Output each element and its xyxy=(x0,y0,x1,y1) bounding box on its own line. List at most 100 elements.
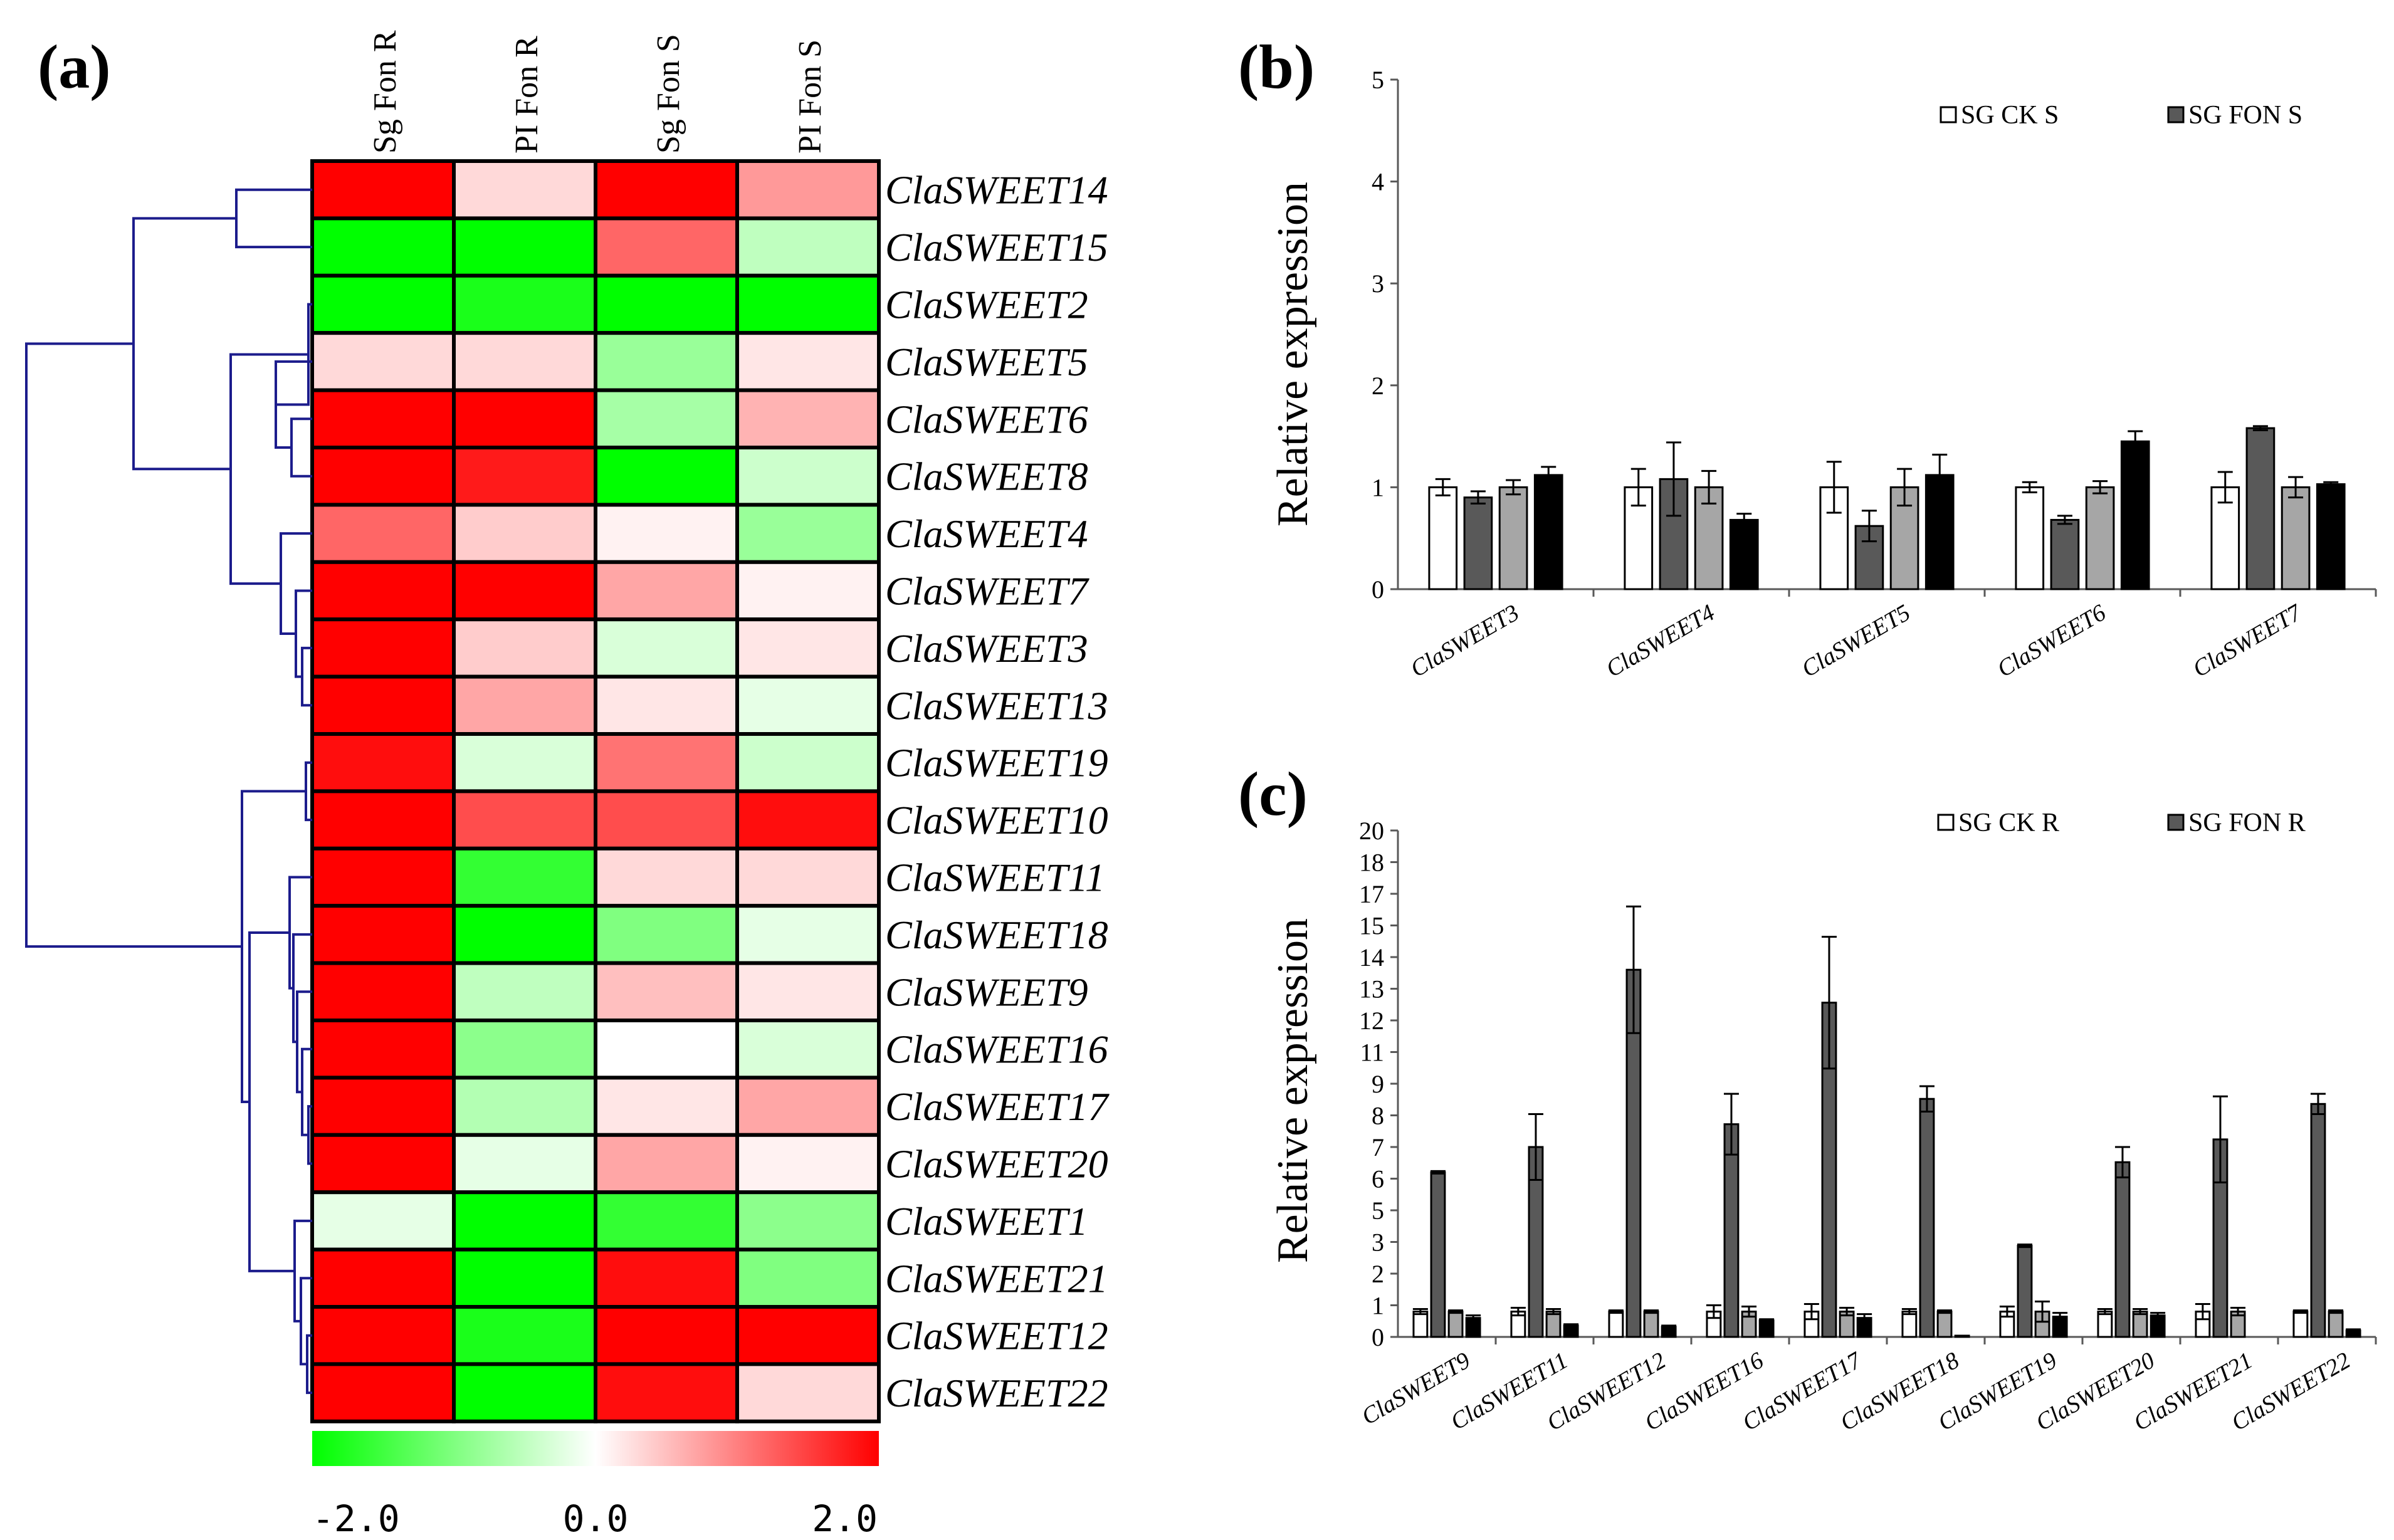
error-bar xyxy=(1644,1309,1659,1314)
heatmap-row-label: ClaSWEET5 xyxy=(885,340,1088,384)
heatmap-cell xyxy=(452,846,597,908)
error-bar xyxy=(1741,1306,1757,1318)
heatmap-cell xyxy=(735,789,881,851)
heatmap-cell xyxy=(310,273,456,335)
error-bar xyxy=(2097,1308,2113,1316)
heatmap-cell xyxy=(735,1190,881,1252)
error-bar xyxy=(1625,905,1641,1034)
bar xyxy=(2050,518,2080,590)
error-bar xyxy=(2323,481,2339,488)
bar xyxy=(2120,440,2150,590)
heatmap-cell xyxy=(452,1076,597,1137)
bar xyxy=(1545,1311,1562,1338)
error-bar xyxy=(2022,481,2037,494)
error-bar xyxy=(1448,1309,1464,1314)
heatmap-cell xyxy=(735,961,881,1022)
heatmap-cell xyxy=(735,446,881,507)
bar xyxy=(1498,486,1528,590)
heatmap-row-label: ClaSWEET11 xyxy=(885,856,1105,900)
heatmap-cell xyxy=(735,674,881,736)
heatmap-cell xyxy=(452,1305,597,1366)
bar xyxy=(1729,518,1759,590)
error-bar xyxy=(1932,453,1948,496)
legend-swatch xyxy=(2167,814,2185,831)
bar xyxy=(2132,1311,2148,1338)
legend-swatch xyxy=(1937,814,1955,831)
error-bar xyxy=(1430,1170,1446,1175)
heatmap-cell xyxy=(594,846,739,908)
y-tick-label: 3 xyxy=(1372,1228,1384,1257)
colorbar-gradient-bar xyxy=(312,1431,879,1466)
bar xyxy=(2097,1311,2113,1338)
error-bar xyxy=(2150,1312,2166,1319)
heatmap-cell xyxy=(735,159,881,221)
error-bar xyxy=(1861,510,1877,543)
heatmap-cell xyxy=(735,904,881,965)
error-bar xyxy=(2114,1146,2130,1178)
heatmap-row-label: ClaSWEET16 xyxy=(885,1027,1108,1072)
bar xyxy=(2245,427,2276,590)
y-tick-label: 6 xyxy=(1372,1165,1384,1193)
bar xyxy=(2316,483,2346,590)
bar xyxy=(1758,1319,1775,1338)
heatmap-cell xyxy=(310,1190,456,1252)
heatmap-cell xyxy=(452,159,597,221)
heatmap-cell xyxy=(594,1076,739,1137)
heatmap-cell xyxy=(452,1019,597,1080)
error-bar xyxy=(1736,513,1752,527)
heatmap-cell xyxy=(594,159,739,221)
heatmap-row-label: ClaSWEET22 xyxy=(885,1371,1108,1415)
dendrogram-branch xyxy=(235,188,312,249)
heatmap-cell xyxy=(594,617,739,679)
bar-chart-b: 0 1 2 3 4 5 Relative expression ClaSWEET3 ClaSWE… xyxy=(1269,66,2377,683)
y-tick-label: 14 xyxy=(1359,943,1384,972)
bar xyxy=(1723,1123,1740,1338)
y-tick-label: 12 xyxy=(1359,1007,1384,1035)
y-tick-label: 13 xyxy=(1359,975,1384,1003)
heatmap-cell xyxy=(310,216,456,278)
heatmap-cell xyxy=(735,1247,881,1309)
heatmap-row-label: ClaSWEET15 xyxy=(885,225,1108,270)
heatmap-cell xyxy=(735,732,881,794)
y-tick-label: 0 xyxy=(1372,575,1384,604)
heatmap-cell xyxy=(594,1019,739,1080)
y-tick-label: 15 xyxy=(1359,912,1384,940)
error-bar xyxy=(2133,1308,2148,1316)
panel-label-b: (b) xyxy=(1238,32,1315,102)
bar xyxy=(1533,474,1563,590)
heatmap-cell xyxy=(310,388,456,449)
heatmap-cell xyxy=(452,560,597,622)
y-tick-label: 4 xyxy=(1372,168,1384,196)
heatmap-cell xyxy=(452,1190,597,1252)
heatmap-cell xyxy=(310,904,456,965)
legend-swatch xyxy=(1940,106,1957,123)
heatmap-cell xyxy=(452,331,597,392)
heatmap-cell xyxy=(310,1247,456,1309)
error-bar xyxy=(1937,1309,1953,1314)
heatmap-cell xyxy=(452,388,597,449)
error-bar xyxy=(1706,1304,1721,1319)
heatmap-row-label: ClaSWEET13 xyxy=(885,683,1108,728)
y-tick-label: 1 xyxy=(1372,473,1384,501)
heatmap-column-label: Sg Fon S xyxy=(651,34,686,154)
error-bar xyxy=(2328,1309,2344,1314)
y-tick-label: 7 xyxy=(1372,1133,1384,1161)
y-tick-label: 2 xyxy=(1372,372,1384,400)
error-bar xyxy=(2230,1307,2246,1317)
y-tick-label: 20 xyxy=(1359,817,1384,845)
heatmap-cell xyxy=(594,1190,739,1252)
error-bar xyxy=(1563,1323,1579,1328)
legend-label: SG CK R xyxy=(1958,809,2059,837)
error-bar xyxy=(2288,476,2304,499)
heatmap-cell xyxy=(594,789,739,851)
heatmap-row-label: ClaSWEET3 xyxy=(885,626,1088,671)
legend-swatch xyxy=(2167,106,2185,123)
error-bar xyxy=(1608,1309,1624,1314)
heatmap-cell xyxy=(452,961,597,1022)
heatmap-cell xyxy=(310,1133,456,1195)
error-bar xyxy=(1466,1314,1481,1322)
heatmap-cell xyxy=(735,1305,881,1366)
error-bar xyxy=(2017,1244,2032,1249)
error-bar xyxy=(2092,480,2108,495)
